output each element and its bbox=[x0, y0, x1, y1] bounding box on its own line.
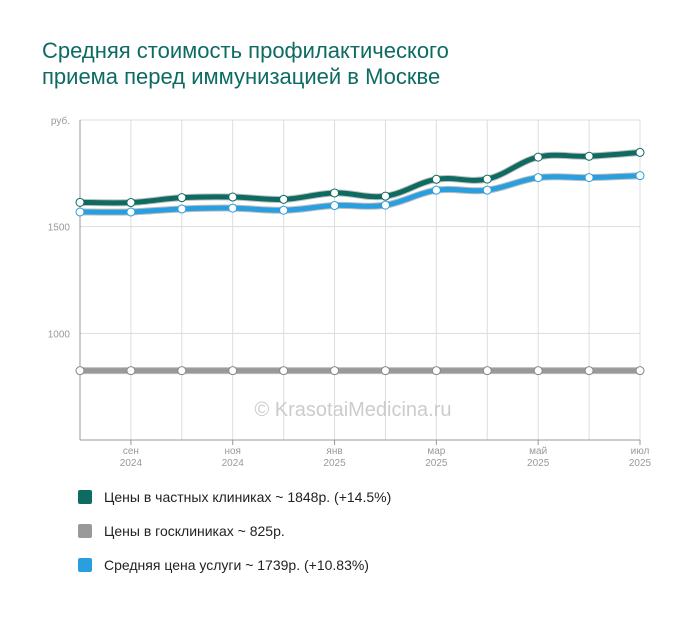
chart-title: Средняя стоимость профилактического прие… bbox=[42, 38, 662, 90]
x-tick-label-month: июл bbox=[631, 446, 650, 457]
x-tick-label-year: 2024 bbox=[222, 458, 245, 469]
data-point-public bbox=[584, 366, 594, 376]
data-point-public bbox=[228, 366, 238, 376]
data-point-private bbox=[482, 174, 492, 184]
data-point-public bbox=[279, 366, 289, 376]
y-tick-label: 1500 bbox=[48, 223, 71, 234]
legend-swatch-average bbox=[78, 557, 92, 572]
legend-label-private: Цены в частных клиниках ~ 1848р. (+14.5%… bbox=[104, 488, 392, 505]
data-point-public bbox=[380, 366, 390, 376]
data-point-public bbox=[482, 366, 492, 376]
data-point-average bbox=[533, 173, 543, 183]
legend-item-public[interactable]: Цены в госклиниках ~ 825р. bbox=[78, 522, 391, 539]
data-point-private bbox=[228, 192, 238, 202]
x-tick-label-year: 2025 bbox=[629, 458, 652, 469]
data-point-private bbox=[330, 188, 340, 198]
series-lines bbox=[79, 148, 641, 375]
data-point-public bbox=[431, 366, 441, 376]
y-axis-unit-label: руб. bbox=[51, 115, 70, 127]
data-point-private bbox=[279, 194, 289, 204]
data-point-average bbox=[177, 204, 187, 214]
chart-title-line-2: приема перед иммунизацией в Москве bbox=[42, 64, 441, 89]
watermark: © KrasotaiMedicina.ru bbox=[254, 399, 451, 421]
data-point-private bbox=[126, 198, 136, 208]
x-tick-label-month: янв bbox=[326, 446, 342, 457]
x-tick-label-year: 2025 bbox=[323, 458, 346, 469]
data-point-private bbox=[533, 152, 543, 162]
legend-swatch-private bbox=[78, 489, 92, 504]
x-tick-label-month: ноя bbox=[224, 446, 241, 457]
data-point-public bbox=[533, 366, 543, 376]
x-tick-label-year: 2024 bbox=[120, 458, 143, 469]
legend-item-private[interactable]: Цены в частных клиниках ~ 1848р. (+14.5%… bbox=[78, 488, 391, 505]
x-tick-label-month: сен bbox=[123, 446, 139, 457]
legend: Цены в частных клиниках ~ 1848р. (+14.5%… bbox=[78, 488, 391, 590]
data-point-private bbox=[75, 197, 85, 207]
data-point-public bbox=[635, 366, 645, 376]
data-point-public bbox=[75, 366, 85, 376]
data-point-average bbox=[380, 200, 390, 210]
data-point-public bbox=[330, 366, 340, 376]
chart-title-line-1: Средняя стоимость профилактического bbox=[42, 38, 449, 63]
data-point-public bbox=[126, 366, 136, 376]
y-tick-label: 1000 bbox=[48, 329, 71, 340]
data-point-average bbox=[584, 173, 594, 183]
x-tick-label-month: май bbox=[529, 446, 547, 457]
data-point-average bbox=[279, 205, 289, 215]
data-point-average bbox=[635, 171, 645, 181]
data-point-average bbox=[228, 203, 238, 213]
x-tick-label-month: мар bbox=[427, 446, 445, 457]
data-points bbox=[75, 147, 645, 376]
data-point-average bbox=[482, 185, 492, 195]
x-tick-label-year: 2025 bbox=[425, 458, 448, 469]
data-point-private bbox=[380, 191, 390, 201]
data-point-private bbox=[584, 151, 594, 161]
legend-label-public: Цены в госклиниках ~ 825р. bbox=[104, 522, 285, 539]
data-point-average bbox=[75, 207, 85, 217]
data-point-average bbox=[431, 185, 441, 195]
x-tick-label-year: 2025 bbox=[527, 458, 550, 469]
grid-lines bbox=[79, 119, 641, 440]
data-point-public bbox=[177, 366, 187, 376]
legend-label-average: Средняя цена услуги ~ 1739р. (+10.83%) bbox=[104, 556, 369, 573]
data-point-average bbox=[330, 201, 340, 211]
axes: 10001500руб.сен2024ноя2024янв2025мар2025… bbox=[48, 115, 652, 469]
data-point-private bbox=[431, 174, 441, 184]
data-point-average bbox=[126, 207, 136, 217]
data-point-private bbox=[177, 193, 187, 203]
legend-item-average[interactable]: Средняя цена услуги ~ 1739р. (+10.83%) bbox=[78, 556, 391, 573]
legend-swatch-public bbox=[78, 523, 92, 538]
data-point-private bbox=[635, 147, 645, 157]
